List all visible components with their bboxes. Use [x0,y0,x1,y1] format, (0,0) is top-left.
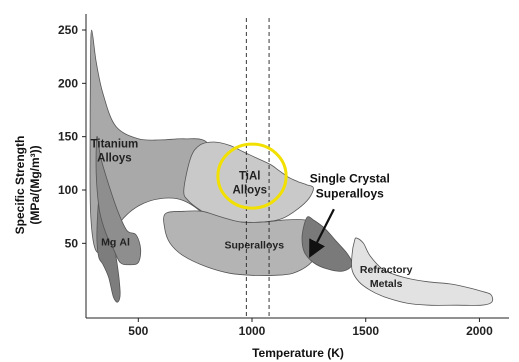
highlight-ellipse [216,142,288,210]
region-al [95,136,142,266]
y-axis-title-line2: (MPa/(Mg/m³)) [28,145,42,224]
callout-label-0-1: Superalloys [316,187,384,201]
y-tick-label-250: 250 [58,23,78,37]
label-tial-alloys-1: Alloys [232,184,267,196]
region-refractory-metals [351,237,494,306]
y-axis-title: Specific Strength (MPa/(Mg/m³)) [13,136,42,235]
tial-highlight-ellipse [216,142,288,210]
callout-arrow-0 [309,208,335,258]
label-refractory-metals-0: Refractory [360,264,413,276]
plot-regions [89,29,494,306]
y-tick-label-200: 200 [58,76,78,90]
label-tial-alloys-0: TiAl [239,170,261,182]
region-labels: Titanium Alloys TiAl Alloys Superalloys Refra… [91,138,413,290]
label-titanium-alloys-1: Alloys [97,152,132,164]
x-tick-label-1500: 1500 [352,324,379,338]
label-titanium-alloys-0: Titanium [91,138,139,150]
x-axis-title: Temperature (K) [252,346,344,360]
y-axis-title-line1: Specific Strength [13,136,27,235]
y-tick-label-50: 50 [65,236,79,250]
x-tick-label-500: 500 [128,324,148,338]
label-mg-0: Mg [101,236,116,248]
y-tick-label-150: 150 [58,130,78,144]
y-tick-label-100: 100 [58,183,78,197]
callout-label-0-0: Single Crystal [310,172,390,186]
label-refractory-metals-1: Metals [370,278,403,290]
x-tick-label-2000: 2000 [466,324,493,338]
axes: 50 100 150 200 250 500 1000 1500 2000 [58,14,509,338]
reference-lines [245,18,270,318]
label-superalloys-0: Superalloys [225,240,285,252]
label-al-0: Al [119,236,130,248]
x-tick-label-1000: 1000 [239,324,266,338]
